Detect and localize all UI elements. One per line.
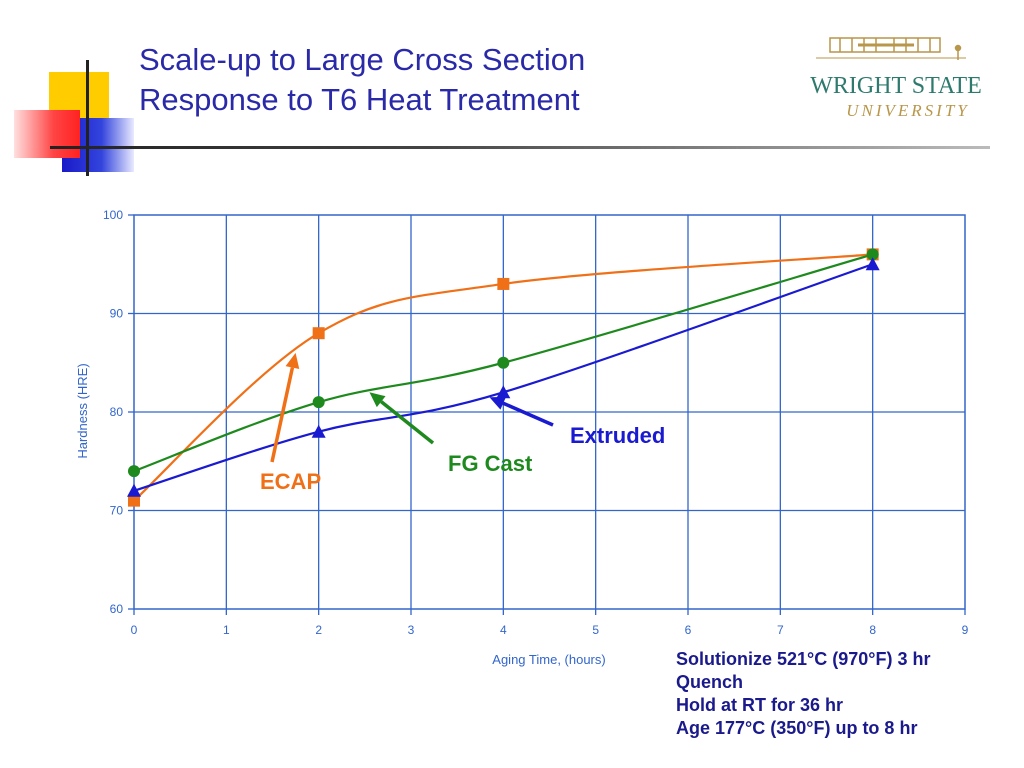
note-line-2: Quench [676, 672, 744, 692]
x-tick-label: 3 [408, 623, 415, 637]
logo-name-line2: UNIVERSITY [846, 101, 970, 120]
x-axis-label: Aging Time, (hours) [492, 652, 605, 667]
title-line-1: Scale-up to Large Cross Section [139, 42, 586, 77]
wright-state-university-logo: WRIGHT STATE UNIVERSITY [810, 37, 982, 120]
data-point-extruded [127, 483, 141, 497]
arrow-head-ecap [285, 352, 300, 370]
chart-series [127, 248, 880, 507]
logo-name-line1: WRIGHT STATE [810, 73, 982, 99]
x-tick-label: 5 [592, 623, 599, 637]
x-tick-label: 6 [685, 623, 692, 637]
chart-tick-labels: 0 1 2 3 4 5 6 7 8 9 60 70 80 90 100 [103, 208, 969, 637]
note-line-4: Age 177°C (350°F) up to 8 hr [676, 718, 918, 738]
data-point-fg-cast [866, 248, 879, 261]
data-point-ecap [128, 494, 140, 507]
y-tick-label: 90 [110, 307, 124, 321]
title-line-2: Response to T6 Heat Treatment [139, 82, 580, 117]
data-point-ecap [497, 277, 510, 290]
arrow-ecap [270, 367, 295, 463]
decor-vertical-line [86, 60, 89, 176]
arrow-extruded [502, 401, 554, 427]
x-tick-label: 4 [500, 623, 507, 637]
data-point-extruded [311, 424, 326, 438]
annotation-fg-cast: FG Cast [448, 451, 533, 476]
x-tick-label: 1 [223, 623, 230, 637]
x-tick-label: 0 [131, 623, 138, 637]
chart-annotation-arrows [270, 352, 554, 463]
chart-axes [128, 214, 966, 615]
y-tick-label: 70 [110, 504, 124, 518]
wright-flyer-icon [816, 37, 966, 60]
series-extruded [127, 257, 880, 497]
data-point-extruded [865, 257, 880, 271]
x-tick-label: 9 [962, 623, 969, 637]
chart-grid [134, 215, 965, 609]
y-tick-label: 80 [110, 405, 124, 419]
decor-red-square [14, 110, 80, 158]
data-point-fg-cast [312, 396, 325, 409]
series-fg-cast [128, 248, 879, 478]
x-tick-label: 2 [315, 623, 322, 637]
data-point-ecap [312, 327, 325, 340]
x-tick-label: 8 [869, 623, 876, 637]
series-line-fg-cast [133, 253, 873, 473]
annotation-ecap: ECAP [260, 469, 322, 494]
data-point-fg-cast [497, 356, 510, 369]
treatment-notes: Solutionize 521°C (970°F) 3 hr Quench Ho… [676, 648, 930, 740]
series-line-ecap [133, 253, 873, 502]
arrow-fg-cast [380, 400, 435, 445]
data-point-fg-cast [128, 465, 140, 478]
arrow-head-extruded [489, 396, 507, 410]
arrow-head-fg-cast [369, 392, 386, 408]
y-axis-label: Hardness (HRE) [75, 363, 90, 458]
x-tick-label: 7 [777, 623, 784, 637]
y-tick-label: 100 [103, 208, 123, 222]
y-tick-label: 60 [110, 602, 124, 616]
note-line-1: Solutionize 521°C (970°F) 3 hr [676, 649, 931, 669]
data-point-extruded [496, 385, 511, 399]
annotation-extruded: Extruded [570, 423, 666, 448]
page-title: Scale-up to Large Cross Section Response… [139, 40, 699, 120]
series-line-extruded [133, 263, 874, 492]
note-line-3: Hold at RT for 36 hr [676, 695, 844, 715]
decor-horizontal-line [50, 146, 990, 149]
